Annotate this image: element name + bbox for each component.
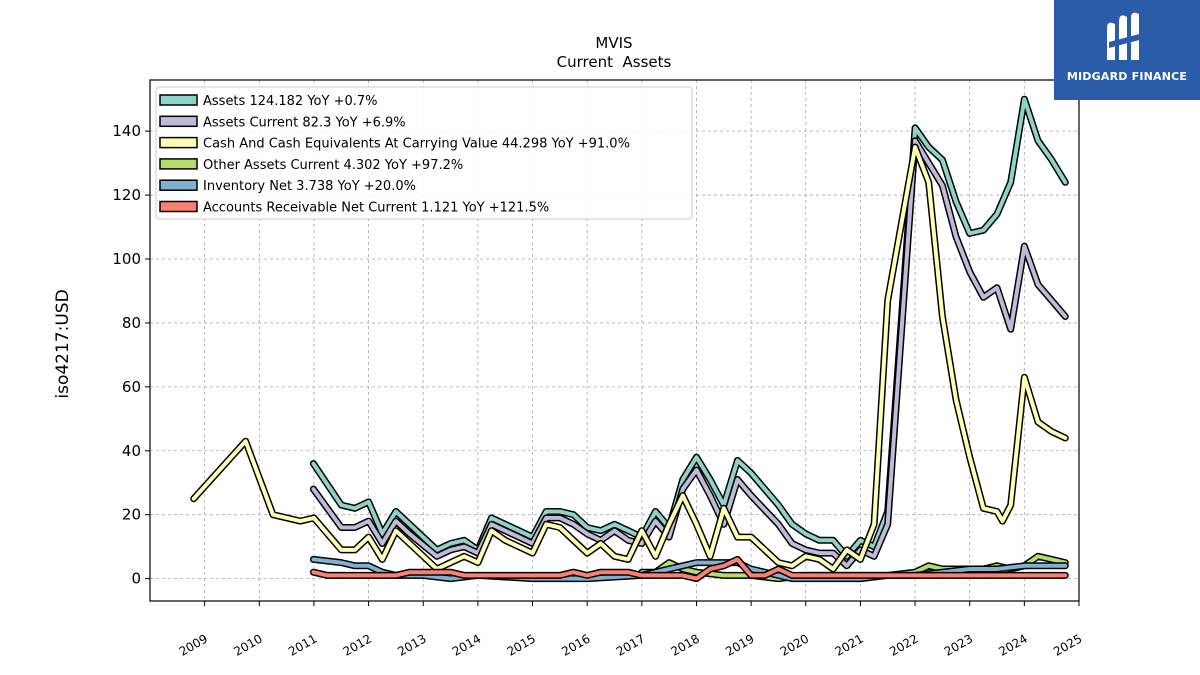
series-line <box>309 95 1069 560</box>
x-tick-label: 2018 <box>669 631 702 658</box>
y-tick-label: 20 <box>122 506 141 524</box>
midgard-logo-icon <box>1107 12 1147 61</box>
x-tick-label: 2022 <box>887 631 920 658</box>
y-tick-label: 60 <box>122 378 141 396</box>
y-tick-label: 120 <box>112 186 141 204</box>
x-tick-label: 2009 <box>177 631 210 658</box>
x-tick-label: 2021 <box>832 631 865 658</box>
legend-label: Accounts Receivable Net Current 1.121 Yo… <box>203 201 549 216</box>
x-tick-label: 2014 <box>450 631 483 658</box>
y-axis-label: iso4217:USD <box>53 289 73 398</box>
x-tick-label: 2016 <box>559 631 592 658</box>
x-tick-label: 2015 <box>505 631 538 658</box>
x-tick-label: 2011 <box>286 631 319 658</box>
legend-label: Assets 124.182 YoY +0.7% <box>203 94 378 109</box>
y-tick-label: 100 <box>112 250 141 268</box>
chart-subtitle: Current Assets <box>557 53 672 71</box>
series-line <box>309 137 1069 570</box>
brand-name: MIDGARD FINANCE <box>1066 70 1188 83</box>
series-stroke <box>191 145 1068 571</box>
x-tick-label: 2013 <box>395 631 428 658</box>
chart-title: MVIS <box>595 34 632 52</box>
legend-swatch <box>159 136 198 149</box>
x-tick-label: 2010 <box>231 631 264 658</box>
y-tick-label: 140 <box>112 122 141 140</box>
brand-logo: MIDGARD FINANCE <box>1054 0 1200 100</box>
legend-swatch <box>159 94 198 106</box>
y-tick-label: 40 <box>122 442 141 460</box>
plot-frame <box>149 79 1080 602</box>
x-tick-label: 2012 <box>341 631 374 658</box>
x-tick-label: 2024 <box>996 631 1029 658</box>
x-tick-label: 2023 <box>942 631 975 658</box>
legend-swatch <box>159 158 198 170</box>
y-tick-label: 0 <box>131 570 141 588</box>
y-tick-label: 80 <box>122 314 141 332</box>
legend-label: Other Assets Current 4.302 YoY +97.2% <box>203 158 463 173</box>
x-tick-label: 2019 <box>723 631 756 658</box>
series-stroke <box>311 97 1068 559</box>
series-stroke <box>311 557 1068 581</box>
legend-swatch <box>159 200 198 213</box>
legend-label: Assets Current 82.3 YoY +6.9% <box>203 115 406 130</box>
legend-label: Cash And Cash Equivalents At Carrying Va… <box>203 137 630 152</box>
x-tick-label: 2017 <box>614 631 647 658</box>
legend-box <box>155 86 693 220</box>
series-stroke <box>311 138 1068 568</box>
x-tick-label: 2025 <box>1051 631 1084 658</box>
x-tick-label: 2020 <box>778 631 811 658</box>
legend-label: Inventory Net 3.738 YoY +20.0% <box>203 179 416 194</box>
legend-swatch <box>159 179 198 191</box>
series-line <box>309 555 1069 583</box>
legend-swatch <box>159 115 198 128</box>
series-line <box>190 143 1069 573</box>
